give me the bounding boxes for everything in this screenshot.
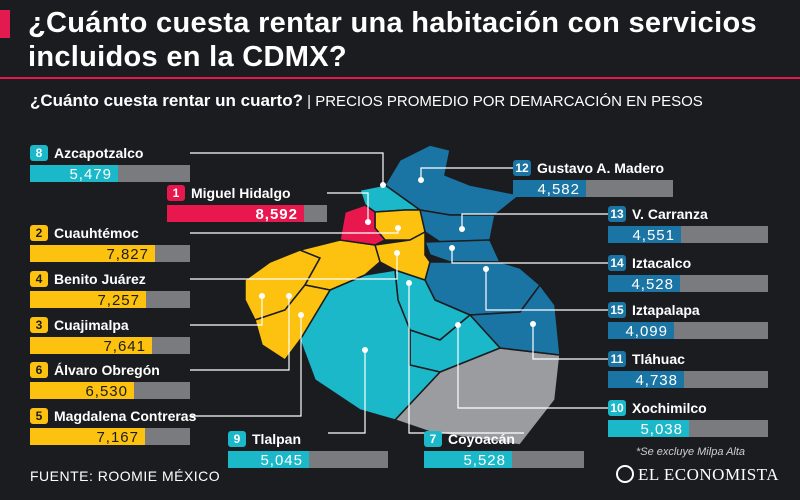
rank-number: 5 bbox=[36, 409, 43, 423]
district-label: Tlalpan bbox=[252, 431, 301, 447]
rank-number: 7 bbox=[430, 432, 437, 446]
bar-value-label: 8,592 bbox=[255, 206, 298, 223]
rank-number: 13 bbox=[610, 207, 624, 221]
district-label: Cuauhtémoc bbox=[54, 225, 139, 241]
bar-group-5: 3 Cuajimalpa 7,641 bbox=[30, 317, 190, 355]
exclusion-note: *Se excluye Milpa Alta bbox=[636, 446, 745, 458]
leader-dot bbox=[286, 293, 292, 299]
rank-number: 9 bbox=[234, 432, 241, 446]
district-label: Gustavo A. Madero bbox=[537, 160, 664, 176]
bar-group-3: 2 Cuauhtémoc 7,827 bbox=[30, 225, 190, 263]
bar-value-label: 5,045 bbox=[260, 452, 303, 469]
bar-group-8: 9 Tlalpan 5,045 bbox=[228, 431, 388, 469]
leader-dot bbox=[362, 347, 368, 353]
district-label: Iztacalco bbox=[632, 255, 691, 271]
zone-venustiano-carranza bbox=[420, 210, 495, 242]
leader-dot bbox=[365, 219, 371, 225]
leader-dot bbox=[380, 182, 386, 188]
bar-value-label: 5,479 bbox=[69, 166, 112, 183]
rank-number: 3 bbox=[36, 318, 43, 332]
bar-value-label: 4,551 bbox=[632, 227, 675, 244]
bar-group-13: 15 Iztapalapa 4,099 bbox=[608, 302, 768, 340]
bar-group-2: 1 Miguel Hidalgo 8,592 bbox=[167, 185, 327, 223]
bar-group-6: 6 Álvaro Obregón 6,530 bbox=[30, 362, 190, 400]
bar-value-label: 7,167 bbox=[96, 429, 139, 446]
bar-value-label: 7,257 bbox=[97, 292, 140, 309]
bar-value-label: 5,038 bbox=[640, 421, 683, 438]
leader-dot bbox=[259, 293, 265, 299]
bar-value-label: 4,738 bbox=[635, 372, 678, 389]
bar-value-label: 4,582 bbox=[537, 181, 580, 198]
bar-value-label: 4,099 bbox=[625, 323, 668, 340]
rank-number: 1 bbox=[173, 186, 180, 200]
bar-value-label: 4,528 bbox=[631, 276, 674, 293]
zone-iztacalco bbox=[425, 240, 500, 262]
leader-dot bbox=[298, 312, 304, 318]
cdmx-map bbox=[245, 145, 560, 445]
district-label: Álvaro Obregón bbox=[54, 362, 160, 378]
rank-number: 2 bbox=[36, 226, 43, 240]
brand-name: EL ECONOMISTA bbox=[638, 465, 779, 484]
leader-dot bbox=[455, 322, 461, 328]
rank-number: 11 bbox=[611, 352, 624, 366]
leader-dot bbox=[406, 280, 412, 286]
district-label: Coyoacán bbox=[448, 431, 515, 447]
district-label: Xochimilco bbox=[632, 400, 707, 416]
rank-number: 12 bbox=[515, 161, 529, 175]
bar-group-4: 4 Benito Juárez 7,257 bbox=[30, 271, 190, 309]
rank-number: 4 bbox=[36, 272, 43, 286]
leader-dot bbox=[395, 225, 401, 231]
district-label: Benito Juárez bbox=[54, 271, 146, 287]
bar-group-7: 5 Magdalena Contreras 7,167 bbox=[30, 408, 197, 446]
bar-group-12: 14 Iztacalco 4,528 bbox=[608, 255, 768, 293]
bar-group-9: 7 Coyoacán 5,528 bbox=[424, 431, 584, 469]
rank-number: 15 bbox=[610, 303, 624, 317]
leader-dot bbox=[449, 245, 455, 251]
source-label: FUENTE: ROOMIE MÉXICO bbox=[30, 468, 220, 484]
rank-number: 8 bbox=[36, 146, 43, 160]
district-label: Tláhuac bbox=[632, 351, 685, 367]
bar-value-label: 5,528 bbox=[463, 452, 506, 469]
leader-dot bbox=[483, 266, 489, 272]
bar-group-11: 13 V. Carranza 4,551 bbox=[608, 206, 768, 244]
leader-dot bbox=[418, 177, 424, 183]
brand-logo: EL ECONOMISTA bbox=[616, 465, 779, 485]
bar-value-label: 6,530 bbox=[85, 383, 128, 400]
rank-number: 6 bbox=[36, 363, 43, 377]
district-label: Miguel Hidalgo bbox=[191, 185, 291, 201]
leader-dot bbox=[459, 226, 465, 232]
brand-mark-icon bbox=[616, 465, 634, 483]
rank-number: 14 bbox=[610, 256, 624, 270]
leader-dot bbox=[394, 250, 400, 256]
bar-group-1: 8 Azcapotzalco 5,479 bbox=[30, 145, 190, 183]
bar-group-14: 11 Tláhuac 4,738 bbox=[608, 351, 768, 389]
rank-number: 10 bbox=[610, 401, 624, 415]
district-label: Azcapotzalco bbox=[54, 145, 143, 161]
bar-value-label: 7,641 bbox=[103, 338, 146, 355]
district-label: Iztapalapa bbox=[632, 302, 700, 318]
bar-group-10: 12 Gustavo A. Madero 4,582 bbox=[513, 160, 673, 198]
leader-line bbox=[190, 153, 383, 185]
bar-value-label: 7,827 bbox=[106, 246, 149, 263]
district-label: Cuajimalpa bbox=[54, 317, 129, 333]
district-label: V. Carranza bbox=[632, 206, 708, 222]
bar-group-15: 10 Xochimilco 5,038 bbox=[608, 400, 768, 438]
district-label: Magdalena Contreras bbox=[54, 408, 197, 424]
leader-dot bbox=[530, 321, 536, 327]
